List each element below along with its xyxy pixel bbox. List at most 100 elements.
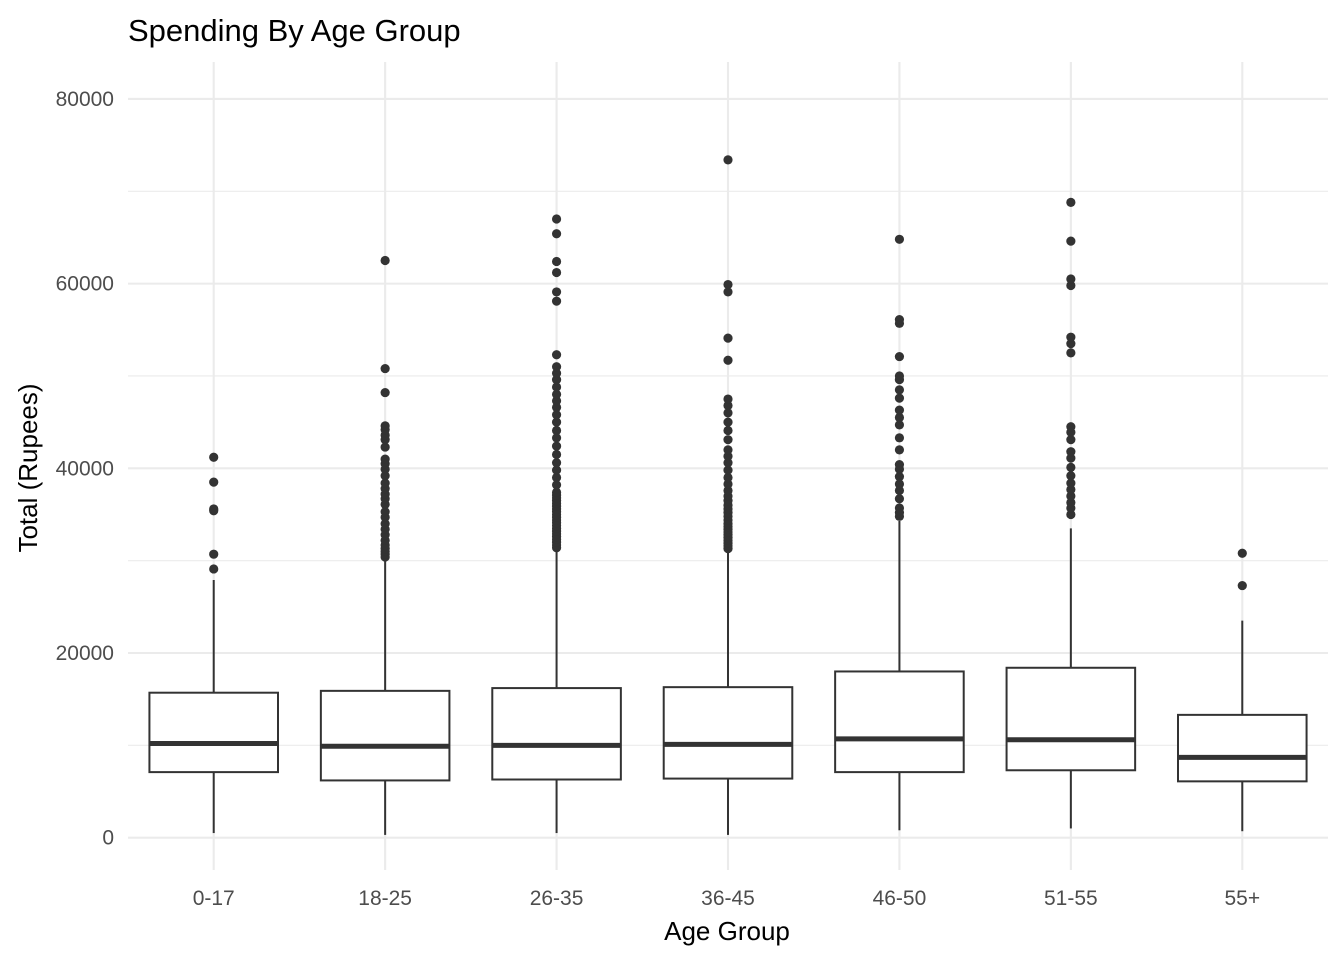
outlier-point <box>1066 484 1076 495</box>
x-axis-title: Age Group <box>664 916 790 946</box>
box-18-25 <box>319 255 451 835</box>
outlier-point <box>551 487 562 497</box>
outlier-point <box>1066 447 1076 457</box>
x-tick-label: 0-17 <box>193 887 235 910</box>
outlier-point <box>1066 497 1076 508</box>
outlier-point <box>723 472 733 483</box>
outlier-point <box>551 229 562 239</box>
outlier-point <box>1237 580 1247 591</box>
x-tick-label: 36-45 <box>701 887 755 910</box>
outlier-point <box>551 441 562 451</box>
outlier-point <box>1066 478 1076 488</box>
outlier-point <box>551 449 562 460</box>
outlier-point <box>723 458 733 468</box>
outlier-point <box>894 351 905 362</box>
outlier-point <box>894 405 905 415</box>
outlier-point <box>551 287 562 297</box>
outlier-point <box>894 472 905 482</box>
outlier-point <box>723 465 733 475</box>
outlier-point <box>894 412 905 423</box>
outlier-point <box>380 507 390 517</box>
iqr-box <box>319 689 451 782</box>
box-46-50 <box>834 234 965 831</box>
outlier-point <box>723 485 733 496</box>
outlier-point <box>723 425 733 436</box>
outlier-point <box>551 410 562 420</box>
x-tick-label: 26-35 <box>530 887 584 910</box>
outlier-point <box>723 479 733 489</box>
box-51-55 <box>1005 197 1137 829</box>
box-36-45 <box>662 155 794 835</box>
outlier-point <box>380 421 390 431</box>
outlier-point <box>894 315 905 325</box>
outlier-point <box>723 394 733 404</box>
outlier-point <box>551 296 562 306</box>
outlier-point <box>723 445 733 455</box>
box-0-17 <box>148 452 279 834</box>
outlier-point <box>551 362 562 372</box>
outlier-point <box>1066 274 1076 284</box>
outlier-point <box>209 452 219 462</box>
outlier-point <box>551 382 562 392</box>
outlier-point <box>1066 280 1076 291</box>
outlier-point <box>723 435 733 445</box>
outlier-point <box>380 255 390 266</box>
outlier-point <box>723 451 733 461</box>
outlier-point <box>551 425 562 436</box>
outlier-point <box>1066 509 1076 520</box>
iqr-box <box>491 687 622 781</box>
iqr-box <box>148 691 279 774</box>
outlier-point <box>723 287 733 297</box>
outlier-point <box>551 375 562 385</box>
outlier-point <box>894 503 905 513</box>
outlier-point <box>1066 339 1076 349</box>
outlier-point <box>1066 471 1076 481</box>
outlier-point <box>1066 462 1076 472</box>
iqr-box <box>834 670 965 774</box>
outlier-point <box>551 465 562 475</box>
outlier-point <box>1066 422 1076 432</box>
outlier-point <box>894 420 905 430</box>
outlier-point <box>894 479 905 489</box>
x-axis-ticks: 0-17 18-25 26-35 36-45 46-50 51-55 55+ <box>193 887 1260 910</box>
outlier-point <box>723 355 733 365</box>
outlier-point <box>1066 491 1076 501</box>
outlier-point <box>894 485 905 496</box>
outlier-point <box>1066 435 1076 445</box>
outlier-point <box>551 417 562 427</box>
box-55+ <box>1177 548 1308 832</box>
outlier-point <box>723 417 733 427</box>
outlier-point <box>723 408 733 418</box>
outlier-point <box>894 445 905 455</box>
x-tick-label: 46-50 <box>873 887 927 910</box>
outlier-point <box>894 371 905 381</box>
outlier-point <box>380 519 390 529</box>
y-tick-label: 80000 <box>56 88 114 111</box>
box-26-35 <box>491 214 622 834</box>
outlier-point <box>1237 548 1247 558</box>
outlier-point <box>380 478 390 488</box>
outlier-point <box>380 442 390 452</box>
outlier-point <box>380 363 390 374</box>
outlier-point <box>894 433 905 443</box>
outlier-point <box>551 458 562 468</box>
iqr-box <box>1005 666 1137 772</box>
outlier-point <box>209 477 219 487</box>
outlier-point <box>551 267 562 278</box>
x-tick-label: 18-25 <box>358 887 412 910</box>
outlier-point <box>209 564 219 574</box>
outlier-point <box>551 256 562 267</box>
y-axis-title: Total (Rupees) <box>13 383 43 552</box>
outlier-point <box>894 460 905 470</box>
outlier-point <box>551 368 562 378</box>
outlier-point <box>1066 453 1076 463</box>
outlier-point <box>1066 348 1076 358</box>
outlier-point <box>551 402 562 412</box>
outlier-point <box>551 350 562 360</box>
outlier-point <box>551 214 562 224</box>
outlier-point <box>1066 236 1076 246</box>
outlier-point <box>551 389 562 400</box>
outlier-point <box>723 155 733 165</box>
outlier-point <box>894 234 905 244</box>
outlier-point <box>551 396 562 406</box>
